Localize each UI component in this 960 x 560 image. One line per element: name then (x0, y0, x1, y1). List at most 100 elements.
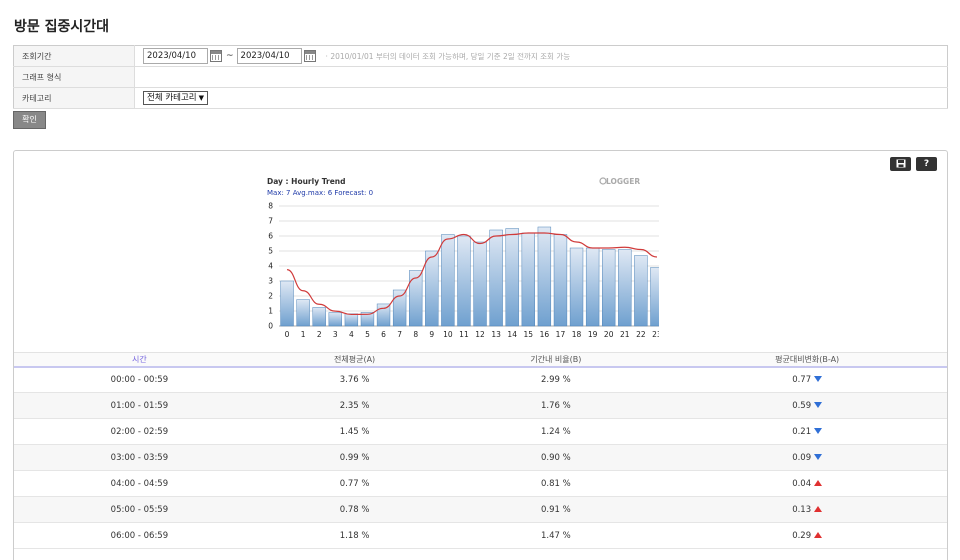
y-tick-label: 8 (268, 202, 273, 211)
cell-change: 0.59 (667, 392, 947, 419)
arrow-up-icon (814, 506, 823, 512)
category-field: 전체 카테고리 ▼ (134, 87, 948, 109)
x-tick-label: 19 (588, 330, 598, 339)
chart-bar (602, 249, 616, 327)
arrow-down-icon (814, 402, 823, 408)
table-row: 01:00 - 01:59 2.35 % 1.76 % 0.59 (14, 392, 947, 419)
chevron-down-icon: ▼ (198, 94, 205, 102)
change-value: 0.04 (792, 478, 812, 489)
chart-title: Day : Hourly Trend (267, 177, 346, 186)
save-button[interactable] (890, 157, 911, 171)
arrow-up-icon (814, 532, 823, 538)
category-select[interactable]: 전체 카테고리 ▼ (143, 91, 209, 105)
column-header[interactable]: 전체평균(A) (264, 352, 445, 368)
page-title: 방문 집중시간대 (14, 19, 110, 35)
chart-bar (441, 234, 455, 327)
x-tick-label: 7 (397, 330, 402, 339)
chart-bar (344, 313, 359, 327)
cell-avg: 1.45 % (264, 418, 445, 445)
calendar-icon[interactable] (210, 50, 222, 62)
submit-button[interactable]: 확인 (13, 111, 46, 129)
calendar-icon[interactable] (303, 50, 316, 62)
cell-ratio: 1.47 % (444, 522, 668, 549)
cell-time: 03:00 - 03:59 (14, 444, 265, 471)
table-row: 00:00 - 00:59 3.76 % 2.99 % 0.77 (14, 366, 947, 393)
cell-change: 0.13 (667, 496, 947, 523)
period-label: 조회기간 (13, 45, 135, 67)
y-tick-label: 4 (268, 262, 273, 271)
date-to-input[interactable]: 2023/04/10 (236, 48, 302, 64)
chart-bar (569, 247, 584, 327)
column-header[interactable]: 시간 (14, 352, 265, 368)
y-tick-label: 3 (268, 277, 273, 286)
table-row: 02:00 - 02:59 1.45 % 1.24 % 0.21 (14, 418, 947, 445)
cell-change: 0.29 (667, 522, 947, 549)
chart-bar (489, 229, 503, 327)
chart-bar (585, 247, 600, 327)
cell-avg: 0.78 % (264, 496, 445, 523)
cell-time: 06:00 - 06:59 (14, 522, 265, 549)
date-separator: ~ (226, 51, 234, 61)
chart-bar (425, 250, 439, 327)
x-tick-label: 0 (285, 330, 290, 339)
chart-bar (457, 235, 471, 327)
chart-bar (634, 255, 648, 327)
y-tick-label: 5 (268, 247, 273, 256)
cell-time: 00:00 - 00:59 (14, 366, 265, 393)
arrow-down-icon (814, 376, 823, 383)
hourly-trend-chart: Day : Hourly Trend Max: 7 Avg.max: 6 For… (267, 177, 659, 339)
cell-avg: 0.77 % (264, 470, 445, 497)
table-row: 06:00 - 06:59 1.18 % 1.47 % 0.29 (14, 522, 947, 549)
x-tick-label: 13 (491, 330, 501, 339)
chart-bar (280, 280, 294, 327)
search-form: 조회기간 2023/04/10 ~2023/04/10 · 2010/01/01 부… (13, 45, 948, 109)
chart-bar (409, 270, 423, 327)
chart-trend-line (286, 232, 658, 316)
chart-bar (376, 303, 391, 327)
x-tick-label: 5 (365, 330, 370, 339)
cell-change: 0.21 (667, 418, 947, 445)
x-tick-label: 12 (475, 330, 485, 339)
help-button[interactable]: ? (916, 157, 937, 171)
table-row: 03:00 - 03:59 0.99 % 0.90 % 0.09 (14, 444, 947, 471)
date-from-input[interactable]: 2023/04/10 (143, 48, 208, 64)
cell-avg: 0.99 % (264, 444, 445, 471)
column-header[interactable]: 기간내 비율(B) (444, 352, 668, 368)
cell-ratio: 2.99 % (444, 366, 668, 393)
chart-bar (296, 299, 310, 327)
column-header[interactable]: 평균대비변화(B-A) (667, 352, 947, 368)
table-body: 00:00 - 00:59 3.76 % 2.99 % 0.77 01:00 - 01:… (14, 366, 947, 549)
cell-time: 05:00 - 05:59 (14, 496, 265, 523)
table-row: 05:00 - 05:59 0.78 % 0.91 % 0.13 (14, 496, 947, 523)
y-tick-label: 2 (268, 292, 273, 301)
save-icon (896, 159, 905, 168)
arrow-down-icon (814, 454, 823, 460)
chart-bar (505, 228, 519, 327)
category-select-value: 전체 카테고리 (147, 93, 197, 103)
arrow-up-icon (814, 480, 823, 486)
cell-ratio: 1.24 % (444, 418, 668, 445)
x-tick-label: 22 (636, 330, 646, 339)
x-tick-label: 14 (507, 330, 517, 339)
x-tick-label: 1 (301, 330, 306, 339)
x-tick-label: 16 (540, 330, 550, 339)
graph-type-field (134, 66, 948, 88)
hourly-table: 시간 전체평균(A) 기간내 비율(B) 평균대비변화(B-A) 00:00 - 00… (14, 352, 947, 549)
x-tick-label: 6 (381, 330, 386, 339)
x-tick-label: 4 (349, 330, 354, 339)
change-value: 0.59 (792, 400, 812, 411)
x-tick-label: 2 (317, 330, 322, 339)
x-tick-label: 23 (652, 330, 659, 339)
cell-change: 0.09 (667, 444, 947, 471)
chart-bar (618, 249, 632, 327)
cell-change: 0.77 (667, 366, 947, 393)
cell-ratio: 0.90 % (444, 444, 668, 471)
chart-bar (392, 289, 407, 327)
logger-logo-icon (599, 177, 607, 185)
cell-ratio: 0.81 % (444, 470, 668, 497)
x-tick-label: 21 (620, 330, 630, 339)
cell-avg: 3.76 % (264, 366, 445, 393)
x-tick-label: 9 (429, 330, 434, 339)
x-tick-label: 15 (524, 330, 534, 339)
chart-summary: Max: 7 Avg.max: 6 Forecast: 0 (267, 189, 373, 197)
